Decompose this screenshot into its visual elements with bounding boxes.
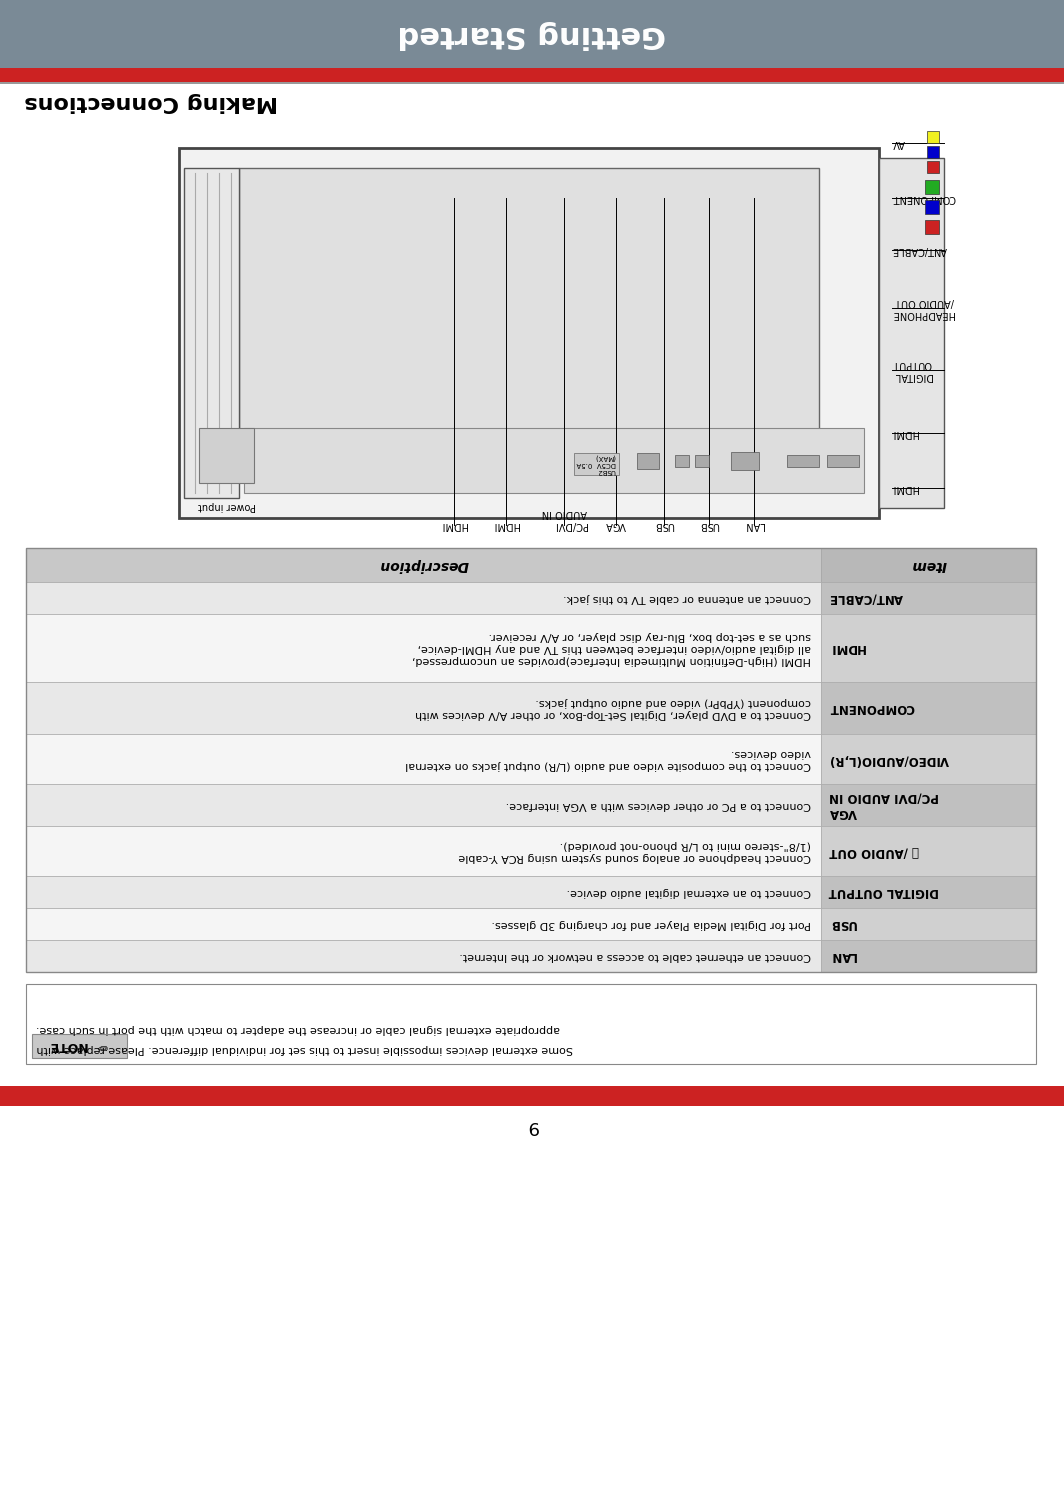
Bar	[26, 547, 1036, 972]
Text: Power input: Power input	[198, 501, 255, 511]
Bar	[927, 131, 940, 143]
Text: Item: Item	[911, 558, 946, 572]
Bar	[32, 1035, 127, 1057]
Bar	[821, 940, 1036, 972]
Text: HDMI: HDMI	[493, 520, 519, 529]
Text: HDMI (High-Definition Multimedia Interface)provides an uncompressed,
all digital: HDMI (High-Definition Multimedia Interfa…	[412, 630, 811, 665]
Text: Connect to the composite video and audio (L/R) output jacks on external
video de: Connect to the composite video and audio…	[405, 747, 811, 770]
Bar	[179, 147, 879, 517]
Text: Port for Digital Media Player and for charging 3D glasses.: Port for Digital Media Player and for ch…	[492, 919, 811, 929]
Bar	[26, 547, 1036, 582]
Bar	[573, 453, 619, 475]
Bar	[0, 83, 1064, 84]
Text: appropriate external signal cable or increase the adapter to match with the port: appropriate external signal cable or inc…	[36, 1024, 560, 1035]
Text: Some external devices impossible insert to this set for individual difference. P: Some external devices impossible insert …	[36, 1044, 572, 1054]
Bar	[821, 784, 1036, 826]
Text: USB: USB	[699, 520, 719, 529]
Text: Description: Description	[379, 558, 468, 572]
Text: USB: USB	[654, 520, 674, 529]
Bar	[637, 453, 659, 469]
Bar	[26, 984, 1036, 1063]
Bar	[731, 453, 759, 469]
Bar	[821, 734, 1036, 784]
Text: COMPONENT: COMPONENT	[829, 701, 914, 714]
Bar	[239, 168, 819, 438]
Bar	[925, 180, 940, 194]
Bar	[26, 826, 821, 875]
Bar	[26, 940, 821, 972]
Text: HEADPHONE
/AUDIO OUT: HEADPHONE /AUDIO OUT	[892, 298, 954, 319]
Text: Getting Started: Getting Started	[398, 20, 666, 48]
Bar	[0, 68, 1064, 83]
Text: Connect an antenna or cable TV to this jack.: Connect an antenna or cable TV to this j…	[563, 593, 811, 603]
Bar	[821, 547, 1036, 582]
Bar	[821, 681, 1036, 734]
Text: COMPONENT: COMPONENT	[892, 193, 955, 203]
Text: HDMI: HDMI	[892, 483, 918, 493]
Text: Connect to an external digital audio device.: Connect to an external digital audio dev…	[566, 887, 811, 896]
Bar	[26, 734, 821, 784]
Bar	[821, 614, 1036, 681]
Text: DIGITAL OUTPUT: DIGITAL OUTPUT	[829, 886, 940, 898]
Text: LAN: LAN	[744, 520, 764, 529]
Text: HDMI: HDMI	[892, 429, 918, 438]
Bar	[0, 117, 1064, 547]
Bar	[0, 84, 1064, 117]
Text: PC/DVI
AUDIO IN: PC/DVI AUDIO IN	[542, 508, 586, 529]
Bar	[925, 200, 940, 214]
Bar	[184, 168, 239, 498]
Bar	[927, 146, 940, 158]
Text: ANT/CABLE: ANT/CABLE	[829, 591, 903, 605]
Text: Connect an ethernet cable to access a network or the Internet.: Connect an ethernet cable to access a ne…	[460, 951, 811, 961]
Text: Connect to a DVD player, Digital Set-Top-Box, or other A/V devices with
componen: Connect to a DVD player, Digital Set-Top…	[415, 696, 811, 719]
Text: LAN: LAN	[829, 949, 855, 963]
Text: HDMI: HDMI	[440, 520, 467, 529]
Bar	[26, 681, 821, 734]
Text: 9: 9	[527, 1117, 537, 1136]
Bar	[26, 875, 821, 908]
Bar	[925, 220, 940, 235]
Text: VGA: VGA	[605, 520, 627, 529]
Bar	[695, 456, 709, 468]
Text: DIGITAL
OUTPUT: DIGITAL OUTPUT	[892, 359, 932, 381]
Bar	[821, 826, 1036, 875]
Bar	[26, 582, 821, 614]
Bar	[821, 908, 1036, 940]
Bar	[0, 0, 1064, 68]
Text: HDMI: HDMI	[829, 642, 865, 654]
Bar	[26, 784, 821, 826]
Bar	[827, 456, 859, 468]
Text: VGA
PC/DVI AUDIO IN: VGA PC/DVI AUDIO IN	[829, 791, 940, 820]
Bar	[927, 161, 940, 173]
Bar	[787, 456, 819, 468]
Bar	[675, 456, 689, 468]
Text: ANT/CABLE: ANT/CABLE	[892, 245, 947, 256]
Bar	[244, 429, 864, 493]
Text: Connect to a PC or other devices with a VGA interface.: Connect to a PC or other devices with a …	[505, 800, 811, 811]
Text: VIDEO/AUDIO(L,R): VIDEO/AUDIO(L,R)	[829, 752, 949, 766]
Bar	[0, 1086, 1064, 1105]
Text: Making Connections: Making Connections	[24, 92, 278, 111]
Text: USB2
DC5V  0.5A
(MAX): USB2 DC5V 0.5A (MAX)	[577, 454, 616, 474]
Text: ✏  NOTE: ✏ NOTE	[51, 1039, 109, 1053]
Text: USB: USB	[829, 917, 857, 931]
Bar	[821, 875, 1036, 908]
Bar	[199, 429, 254, 483]
Bar	[879, 158, 944, 508]
Text: AV: AV	[892, 138, 904, 147]
Text: Connect headphone or analog sound system using RCA Y-cable
(1/8"-stereo mini to : Connect headphone or analog sound system…	[459, 839, 811, 862]
Bar	[26, 908, 821, 940]
Bar	[821, 582, 1036, 614]
Bar	[26, 614, 821, 681]
Text: ⏽ /AUDIO OUT: ⏽ /AUDIO OUT	[829, 845, 918, 857]
